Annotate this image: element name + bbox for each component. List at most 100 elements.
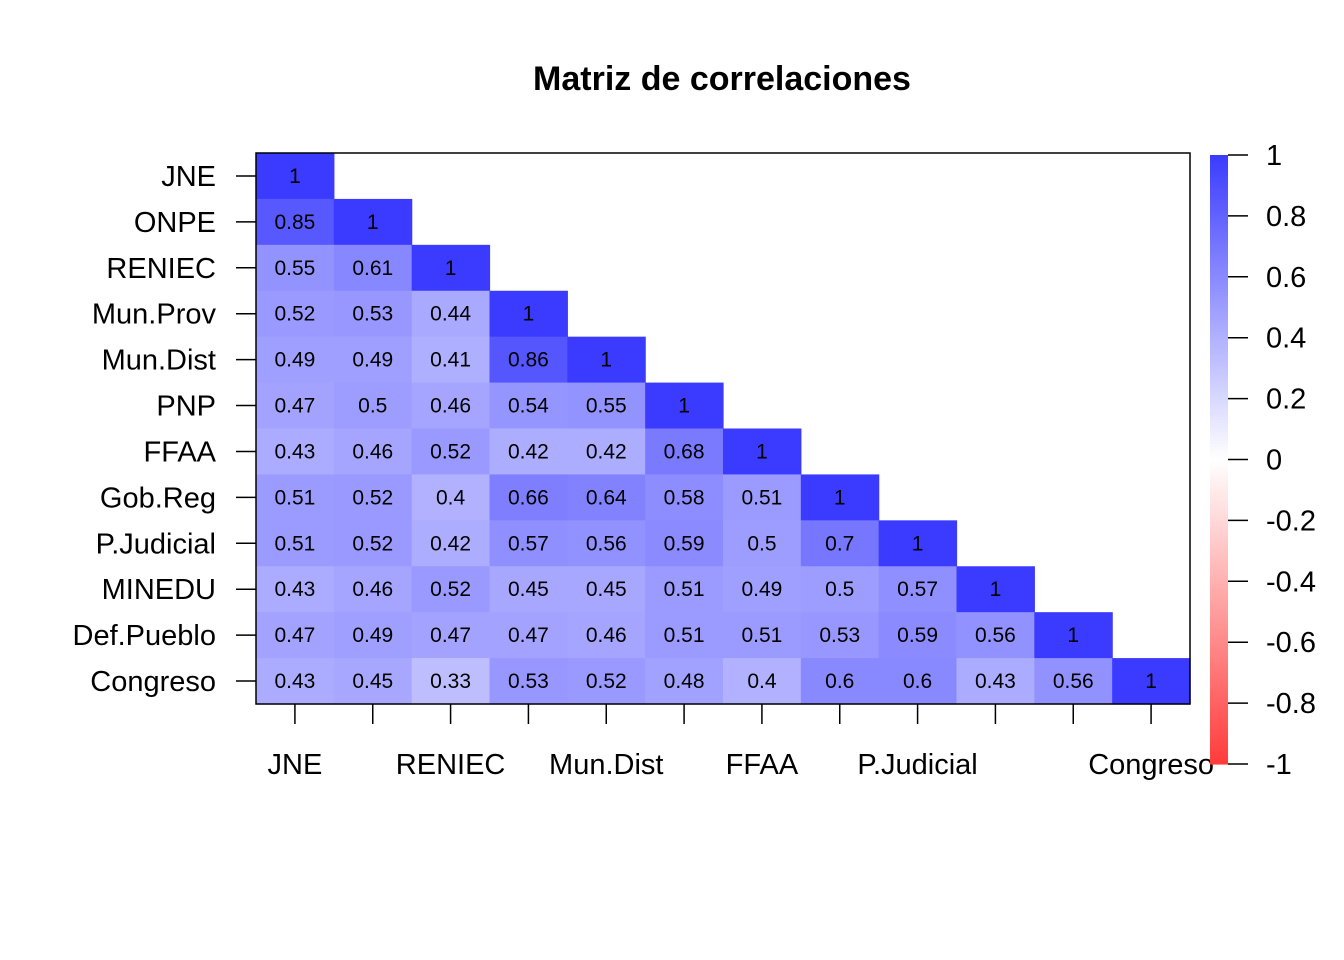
- heatmap-cell: [411, 612, 491, 659]
- cell-value-label: 1: [445, 257, 457, 280]
- colorbar-segment: [1210, 657, 1228, 662]
- cell-value-label: 0.51: [664, 578, 705, 601]
- cell-value-label: 0.43: [274, 670, 315, 693]
- colorbar-segment: [1210, 520, 1228, 525]
- y-tick-label: Congreso: [90, 666, 216, 698]
- heatmap-cell: [256, 658, 335, 705]
- colorbar-segment: [1210, 727, 1228, 732]
- heatmap-cell: [645, 612, 724, 659]
- colorbar-segment: [1210, 164, 1228, 168]
- cell-value-label: 0.56: [1053, 670, 1094, 693]
- cell-value-label: 0.43: [975, 670, 1016, 693]
- cell-value-label: 0.68: [664, 440, 705, 463]
- colorbar-segment: [1210, 614, 1228, 619]
- cell-value-label: 0.58: [664, 486, 705, 509]
- colorbar-segment: [1210, 225, 1228, 229]
- y-tick-label: FFAA: [143, 436, 216, 468]
- cell-value-label: 0.55: [586, 395, 627, 418]
- colorbar-segment: [1210, 279, 1228, 284]
- cell-value-label: 0.46: [352, 440, 393, 463]
- colorbar-segment: [1210, 693, 1228, 698]
- cell-value-label: 1: [523, 303, 535, 326]
- heatmap-cell: [256, 290, 335, 338]
- cell-value-label: 1: [912, 532, 924, 555]
- colorbar-segment: [1210, 194, 1228, 199]
- colorbar-tick-label: 0: [1266, 445, 1282, 477]
- heatmap-cell: [333, 520, 413, 567]
- heatmap-cell: [645, 474, 724, 521]
- colorbar-segment: [1210, 760, 1228, 765]
- cell-value-label: 0.5: [358, 395, 387, 418]
- colorbar-segment: [1210, 380, 1228, 384]
- colorbar-segment: [1210, 477, 1228, 482]
- heatmap-cells: [256, 153, 1191, 705]
- cell-value-label: 0.56: [586, 532, 627, 555]
- cell-value-label: 0.43: [274, 578, 315, 601]
- heatmap-cell: [489, 474, 568, 521]
- colorbar-segment: [1210, 325, 1228, 330]
- colorbar-segment: [1210, 243, 1228, 247]
- y-tick-label: JNE: [161, 161, 216, 193]
- cell-value-label: 0.51: [274, 532, 315, 555]
- cell-value-label: 0.49: [274, 349, 315, 372]
- colorbar-segment: [1210, 648, 1228, 652]
- colorbar-segment: [1210, 645, 1228, 649]
- cell-value-label: 0.49: [352, 624, 393, 647]
- heatmap-cell: [411, 520, 491, 567]
- colorbar-segment: [1210, 526, 1228, 531]
- colorbar-segment: [1210, 581, 1228, 585]
- colorbar-segment: [1210, 517, 1228, 521]
- heatmap-cell: [723, 566, 802, 613]
- heatmap-cell: [567, 428, 646, 476]
- colorbar-segment: [1210, 590, 1228, 595]
- colorbar-tick-label: -0.6: [1266, 627, 1316, 659]
- heatmap-cell: [489, 612, 568, 659]
- colorbar-segment: [1210, 700, 1228, 704]
- colorbar-segment: [1210, 532, 1228, 537]
- colorbar-segment: [1210, 295, 1228, 299]
- colorbar-segment: [1210, 234, 1228, 238]
- colorbar-segment: [1210, 362, 1228, 366]
- heatmap-cell: [723, 474, 802, 521]
- colorbar-segment: [1210, 176, 1228, 180]
- cell-value-label: 0.45: [508, 578, 549, 601]
- colorbar-segment: [1210, 231, 1228, 235]
- cell-value-label: 0.33: [430, 670, 471, 693]
- cell-value-label: 0.41: [430, 349, 471, 372]
- cell-value-label: 0.51: [274, 486, 315, 509]
- colorbar-segment: [1210, 672, 1228, 677]
- colorbar-segment: [1210, 535, 1228, 540]
- x-tick-label: JNE: [268, 749, 323, 781]
- cell-value-label: 0.52: [430, 578, 471, 601]
- colorbar-segment: [1210, 639, 1228, 643]
- colorbar-segment: [1210, 623, 1228, 628]
- colorbar-segment: [1210, 502, 1228, 506]
- cell-value-label: 0.4: [747, 670, 777, 693]
- heatmap-cell: [489, 428, 568, 476]
- colorbar-segment: [1210, 456, 1228, 461]
- heatmap-cell: [567, 336, 646, 384]
- colorbar-segment: [1210, 301, 1228, 305]
- colorbar-segment: [1210, 340, 1228, 345]
- colorbar-tick-label: 0.2: [1266, 384, 1306, 416]
- colorbar-segment: [1210, 593, 1228, 598]
- heatmap-cell: [956, 612, 1035, 659]
- colorbar-segment: [1210, 221, 1228, 226]
- colorbar-segment: [1210, 748, 1228, 753]
- heatmap-cell: [645, 658, 724, 705]
- colorbar-segment: [1210, 541, 1228, 546]
- cell-value-label: 0.45: [352, 670, 393, 693]
- colorbar-segment: [1210, 307, 1228, 311]
- colorbar-segment: [1210, 596, 1228, 601]
- heatmap-cell: [256, 198, 335, 246]
- colorbar-segment: [1210, 626, 1228, 631]
- heatmap-cell: [567, 520, 646, 567]
- colorbar-segment: [1210, 611, 1228, 616]
- colorbar-segment: [1210, 447, 1228, 451]
- colorbar-segment: [1210, 633, 1228, 637]
- cell-value-label: 0.42: [430, 532, 471, 555]
- heatmap-cell: [411, 566, 491, 613]
- colorbar-segment: [1210, 249, 1228, 254]
- colorbar-segment: [1210, 167, 1228, 171]
- colorbar-segment: [1210, 474, 1228, 479]
